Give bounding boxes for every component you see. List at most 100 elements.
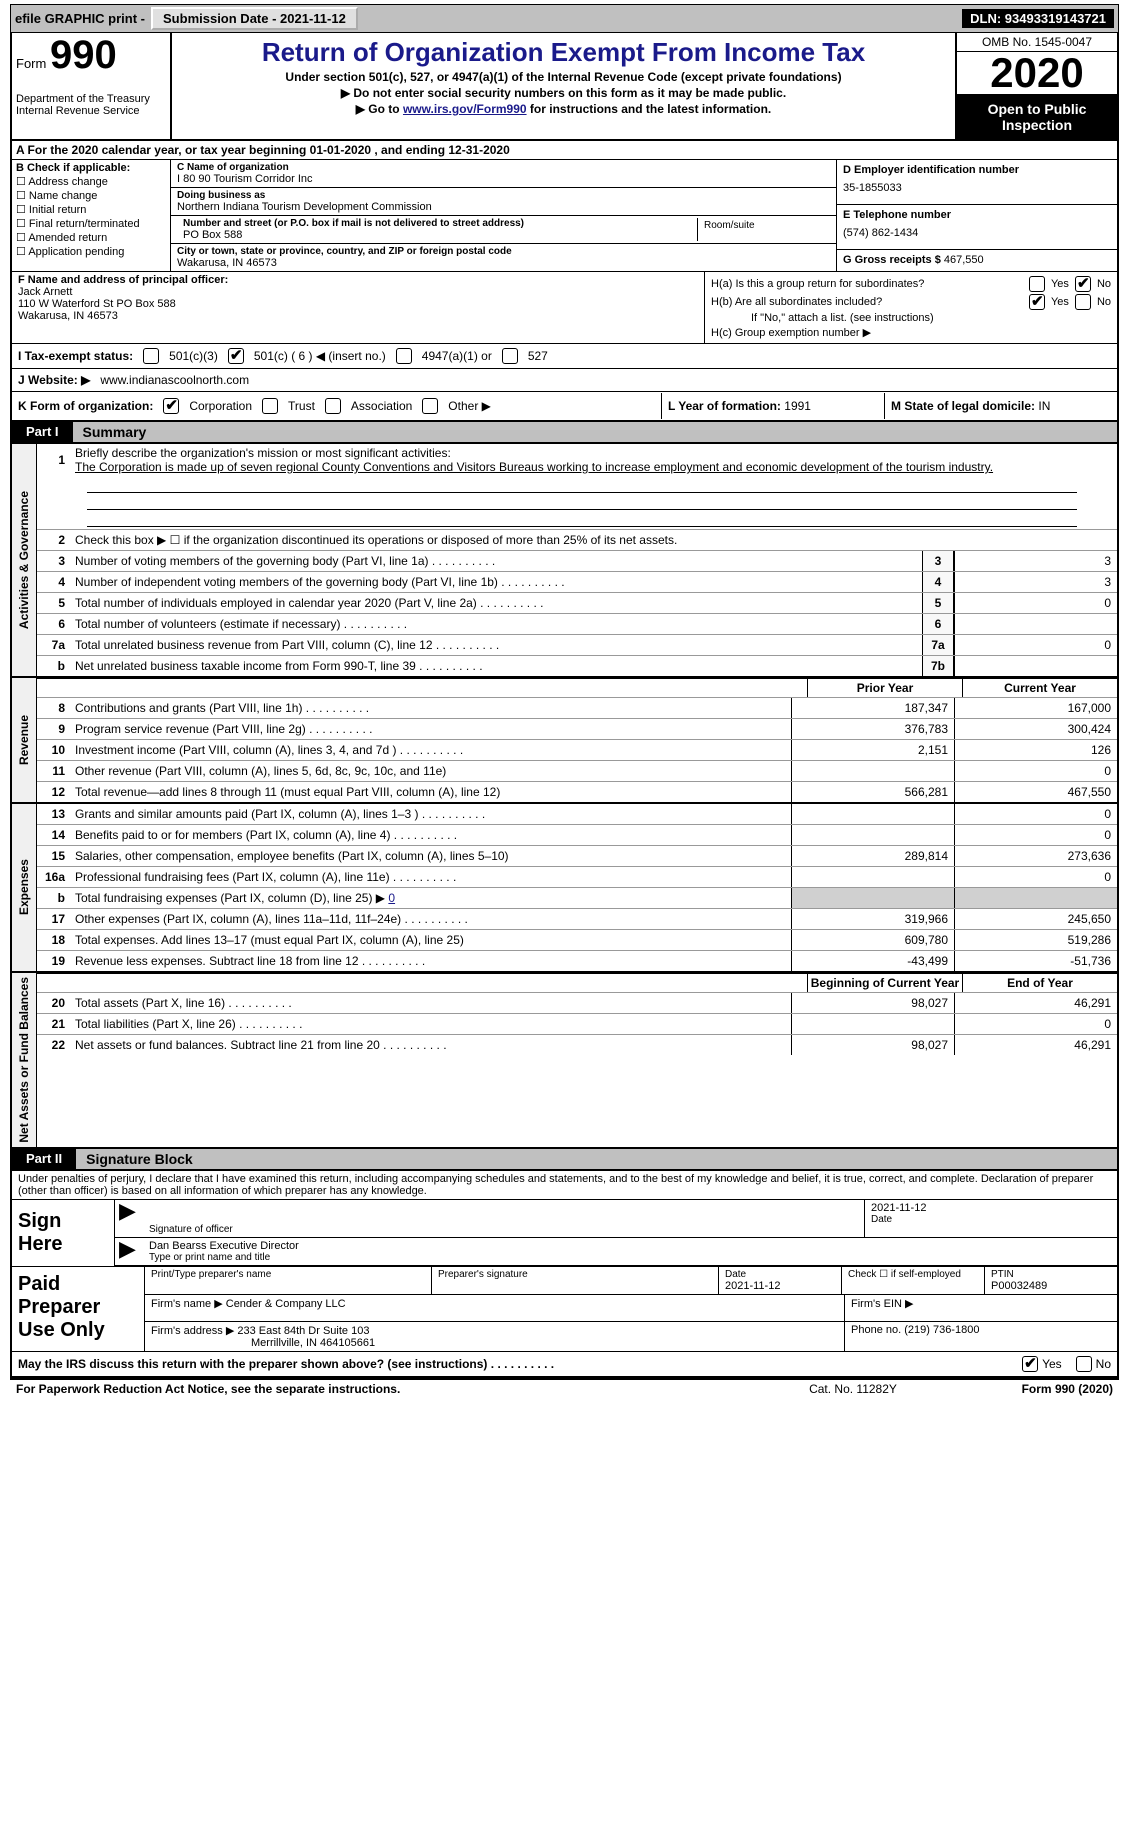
line-18: 18Total expenses. Add lines 13–17 (must … — [37, 929, 1117, 950]
firm-name: Cender & Company LLC — [226, 1298, 346, 1310]
row-j-website: J Website: ▶ www.indianascoolnorth.com — [10, 368, 1119, 391]
sig-officer-label: Signature of officer — [149, 1224, 858, 1235]
subtitle-1: Under section 501(c), 527, or 4947(a)(1)… — [178, 70, 949, 84]
section-bcd: B Check if applicable: ☐ Address change … — [10, 160, 1119, 271]
dba-value: Northern Indiana Tourism Development Com… — [177, 201, 830, 213]
part-2-title: Signature Block — [76, 1149, 1117, 1169]
dept-treasury: Department of the Treasury — [16, 93, 166, 105]
open-line2: Inspection — [959, 117, 1115, 133]
chk-4947[interactable] — [396, 348, 412, 364]
b-title: B Check if applicable: — [16, 162, 166, 174]
sign-here-grid: Sign Here ▶ Signature of officer 2021-11… — [12, 1200, 1117, 1266]
sig-date-label: Date — [871, 1214, 1111, 1225]
header-middle: Return of Organization Exempt From Incom… — [172, 33, 955, 139]
chk-address-change[interactable]: ☐ Address change — [16, 175, 166, 188]
chk-initial-return[interactable]: ☐ Initial return — [16, 203, 166, 216]
chk-501c3[interactable] — [143, 348, 159, 364]
sign-here-label: Sign Here — [12, 1200, 115, 1266]
blank-line-2 — [87, 495, 1077, 510]
line-17: 17Other expenses (Part IX, column (A), l… — [37, 908, 1117, 929]
revenue-header-row: Prior Year Current Year — [37, 678, 1117, 697]
ptin-value: P00032489 — [991, 1280, 1111, 1292]
m-value: IN — [1038, 399, 1050, 413]
chk-corporation[interactable] — [163, 398, 179, 414]
line-3: 3Number of voting members of the governi… — [37, 550, 1117, 571]
line-14: 14Benefits paid to or for members (Part … — [37, 824, 1117, 845]
street-value: PO Box 588 — [177, 229, 697, 241]
chk-application-pending[interactable]: ☐ Application pending — [16, 245, 166, 258]
firm-address-row: Firm's address ▶ 233 East 84th Dr Suite … — [145, 1322, 1117, 1351]
discuss-row: May the IRS discuss this return with the… — [12, 1351, 1117, 1376]
h-a: H(a) Is this a group return for subordin… — [711, 276, 1111, 292]
fundraising-link[interactable]: 0 — [388, 891, 395, 905]
dln-label: DLN: 93493319143721 — [962, 9, 1114, 28]
line-7b: bNet unrelated business taxable income f… — [37, 655, 1117, 676]
line-10: 10Investment income (Part VIII, column (… — [37, 739, 1117, 760]
chk-association[interactable] — [325, 398, 341, 414]
hb-yes-checkbox[interactable] — [1029, 294, 1045, 310]
dba-cell: Doing business as Northern Indiana Touri… — [171, 188, 836, 216]
line-6: 6Total number of volunteers (estimate if… — [37, 613, 1117, 634]
officer-typed-name: Dan Bearss Executive Director — [149, 1240, 1111, 1252]
row-i-tax-exempt: I Tax-exempt status: 501(c)(3) 501(c) ( … — [10, 343, 1119, 368]
j-label: J Website: ▶ — [18, 373, 90, 387]
city-value: Wakarusa, IN 46573 — [177, 257, 830, 269]
side-label-expenses: Expenses — [12, 804, 37, 971]
h-b-note: If "No," attach a list. (see instruction… — [711, 312, 1111, 324]
principal-officer: F Name and address of principal officer:… — [12, 272, 705, 343]
topbar: efile GRAPHIC print - Submission Date - … — [10, 4, 1119, 33]
part-1-header: Part I Summary — [10, 422, 1119, 444]
type-name-label: Type or print name and title — [149, 1252, 1111, 1263]
line-22: 22Net assets or fund balances. Subtract … — [37, 1034, 1117, 1055]
hdr-prior-year: Prior Year — [807, 679, 962, 697]
tax-year: 2020 — [957, 52, 1117, 95]
section-expenses: Expenses 13Grants and similar amounts pa… — [10, 804, 1119, 973]
side-label-revenue: Revenue — [12, 678, 37, 802]
submission-date-button[interactable]: Submission Date - 2021-11-12 — [151, 7, 358, 30]
ein-label: D Employer identification number — [843, 164, 1111, 176]
firm-ein-label: Firm's EIN ▶ — [851, 1298, 914, 1310]
website-value: www.indianascoolnorth.com — [100, 373, 249, 387]
row-fh: F Name and address of principal officer:… — [10, 271, 1119, 343]
form-title: Return of Organization Exempt From Incom… — [178, 37, 949, 68]
chk-other[interactable] — [422, 398, 438, 414]
prep-date: 2021-11-12 — [725, 1280, 835, 1292]
instructions-link[interactable]: www.irs.gov/Form990 — [403, 102, 527, 116]
val-4: 3 — [954, 572, 1117, 592]
chk-final-return[interactable]: ☐ Final return/terminated — [16, 217, 166, 230]
self-employed-check[interactable]: Check ☐ if self-employed — [848, 1269, 978, 1280]
dept-irs: Internal Revenue Service — [16, 105, 166, 117]
column-c: C Name of organization I 80 90 Tourism C… — [171, 160, 836, 271]
line-16b: b Total fundraising expenses (Part IX, c… — [37, 887, 1117, 908]
form-990-page: efile GRAPHIC print - Submission Date - … — [0, 0, 1129, 1408]
tel-label: E Telephone number — [843, 209, 1111, 221]
chk-trust[interactable] — [262, 398, 278, 414]
mission-text: The Corporation is made up of seven regi… — [75, 460, 993, 474]
section-governance: Activities & Governance 1 Briefly descri… — [10, 444, 1119, 678]
chk-501c[interactable] — [228, 348, 244, 364]
m-label: M State of legal domicile: — [891, 399, 1035, 413]
chk-amended[interactable]: ☐ Amended return — [16, 231, 166, 244]
ha-yes-checkbox[interactable] — [1029, 276, 1045, 292]
gross-value: 467,550 — [944, 254, 984, 266]
ein-cell: D Employer identification number 35-1855… — [837, 160, 1117, 205]
row-klm: K Form of organization: Corporation Trus… — [10, 391, 1119, 422]
discuss-no-checkbox[interactable] — [1076, 1356, 1092, 1372]
discuss-yes-checkbox[interactable] — [1022, 1356, 1038, 1372]
org-name-cell: C Name of organization I 80 90 Tourism C… — [171, 160, 836, 188]
val-7b — [954, 656, 1117, 676]
chk-name-change[interactable]: ☐ Name change — [16, 189, 166, 202]
prep-sig-label: Preparer's signature — [438, 1269, 712, 1280]
row-a-tax-year: A For the 2020 calendar year, or tax yea… — [10, 141, 1119, 160]
line-21: 21Total liabilities (Part X, line 26) 0 — [37, 1013, 1117, 1034]
print-name-label: Print/Type preparer's name — [151, 1269, 425, 1280]
city-cell: City or town, state or province, country… — [171, 244, 836, 271]
chk-527[interactable] — [502, 348, 518, 364]
hb-no-checkbox[interactable] — [1075, 294, 1091, 310]
paid-preparer-grid: Paid Preparer Use Only Print/Type prepar… — [12, 1266, 1117, 1351]
line-16a: 16aProfessional fundraising fees (Part I… — [37, 866, 1117, 887]
ha-no-checkbox[interactable] — [1075, 276, 1091, 292]
line-7a: 7aTotal unrelated business revenue from … — [37, 634, 1117, 655]
blank-line-3 — [87, 512, 1077, 527]
officer-addr1: 110 W Waterford St PO Box 588 — [18, 298, 698, 310]
